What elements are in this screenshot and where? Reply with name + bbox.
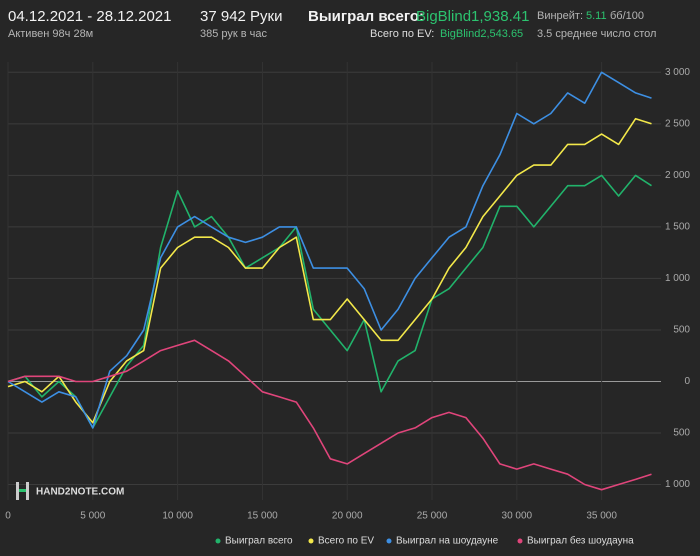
y-tick-label: 500 [673,325,690,336]
active-time: Активен 98ч 28м [8,28,94,40]
x-tick-label: 30 000 [502,511,533,522]
won-total-value: BigBlind1,938.41 [416,8,530,25]
x-tick-label: 0 [5,511,11,522]
hands: 37 942 Руки [200,8,283,25]
x-tick-label: 20 000 [332,511,363,522]
y-tick-label: 2 000 [665,170,690,181]
x-tick-label: 10 000 [162,511,193,522]
y-tick-label: 2 500 [665,118,690,129]
logo: HAND2NOTE.COM [16,482,124,500]
won-total-label: Выиграл всего: [308,8,425,25]
ev-total-label: Всего по EV: [370,28,435,40]
hands-per-hour: 385 рук в час [200,28,268,40]
logo-icon [26,482,29,500]
legend-label: Выиграл на шоудауне [396,536,499,547]
y-tick-label: 1 000 [665,273,690,284]
plot: 3 000 2 500 2 000 1 500 1 000 500 0 500 1 000 0 5 … [5,62,690,547]
x-tick-label: 5 000 [80,511,105,522]
legend-label: Всего по EV [318,536,374,547]
y-tick-label: 1 000 [665,479,690,490]
y-tick-label: 0 [684,376,690,387]
legend-label: Выиграл всего [225,536,293,547]
x-tick-label: 15 000 [247,511,278,522]
y-tick-label: 500 [673,428,690,439]
x-tick-label: 35 000 [586,511,617,522]
winrate-unit: бб/100 [610,10,645,22]
y-tick-label: 1 500 [665,222,690,233]
legend-label: Выиграл без шоудауна [527,535,634,547]
y-tick-label: 3 000 [665,67,690,78]
legend-marker [215,538,221,544]
series-line [7,71,652,429]
legend-marker [386,538,392,544]
logo-icon [16,482,19,500]
logo-text: HAND2NOTE.COM [36,487,124,498]
winrate-value: 5.11 [586,10,607,22]
winrate-label: Винрейт: [537,10,584,22]
logo-icon [19,489,26,492]
series-line [7,339,652,491]
tables: 3.5 среднее число стол [537,28,657,40]
x-tick-label: 25 000 [417,511,448,522]
legend-marker [308,538,314,544]
date-range: 04.12.2021 - 28.12.2021 [8,8,172,25]
series-line [7,174,652,429]
legend-marker [517,538,523,544]
ev-total-value: BigBlind2,543.65 [440,28,524,40]
